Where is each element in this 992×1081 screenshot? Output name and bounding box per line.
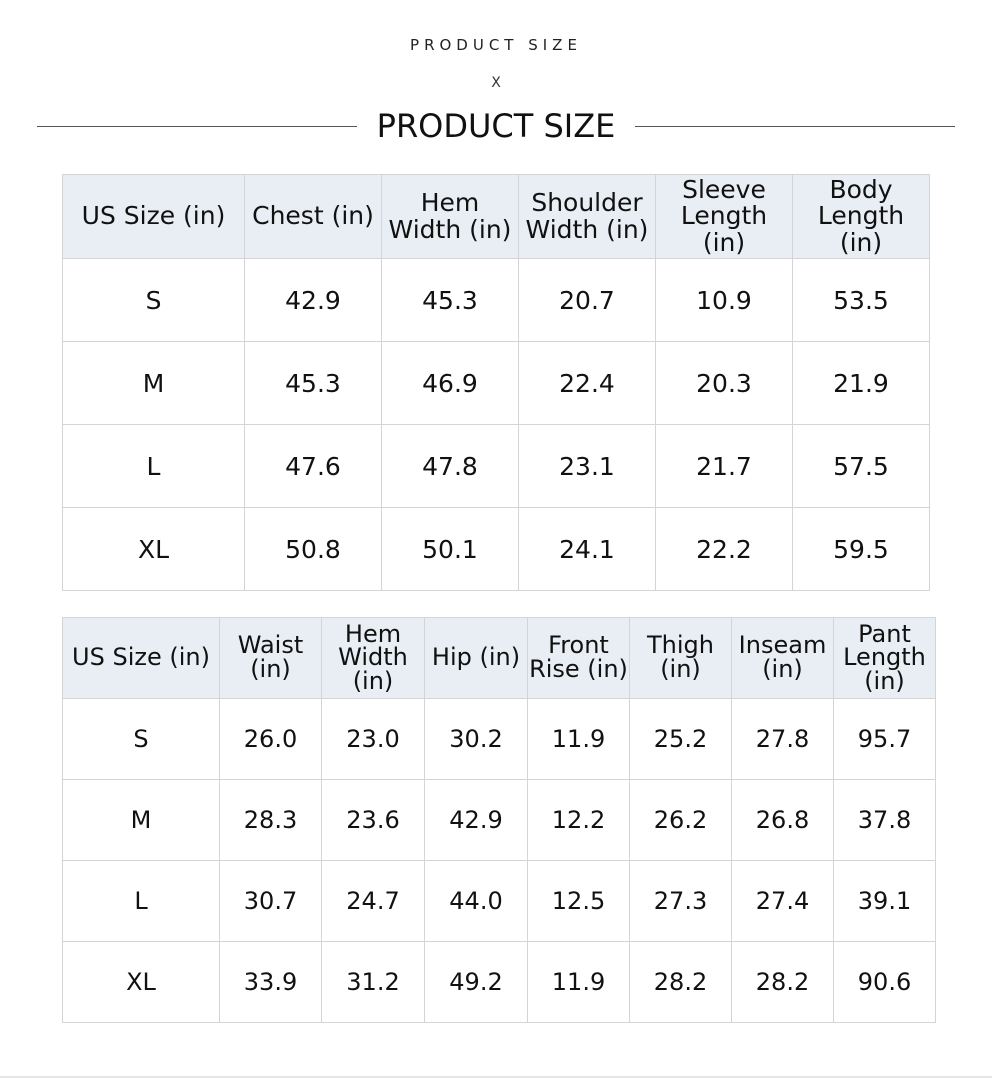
title-rule-left — [37, 125, 357, 127]
table-cell: M — [62, 779, 220, 861]
column-header: Inseam (in) — [731, 617, 834, 699]
table-cell: 31.2 — [321, 941, 425, 1023]
table-cell: 20.3 — [655, 341, 793, 425]
table-cell: 28.3 — [219, 779, 322, 861]
table-header-row: US Size (in) Waist (in) Hem Width (in) H… — [62, 617, 936, 699]
table-cell: 27.3 — [629, 860, 732, 942]
table-cell: 11.9 — [527, 698, 630, 780]
table-cell: 47.6 — [244, 424, 382, 508]
column-header: Shoulder Width (in) — [518, 174, 656, 259]
table-row: XL 50.8 50.1 24.1 22.2 59.5 — [62, 507, 930, 591]
column-header: Body Length (in) — [792, 174, 930, 259]
header-cross-mark: X — [491, 75, 501, 91]
table-cell: 26.0 — [219, 698, 322, 780]
column-header: Sleeve Length (in) — [655, 174, 793, 259]
table-row: S 26.0 23.0 30.2 11.9 25.2 27.8 95.7 — [62, 698, 936, 780]
table-cell: 28.2 — [629, 941, 732, 1023]
table-row: L 47.6 47.8 23.1 21.7 57.5 — [62, 424, 930, 508]
table-cell: 47.8 — [381, 424, 519, 508]
table-cell: 90.6 — [833, 941, 936, 1023]
table-cell: 25.2 — [629, 698, 732, 780]
table-cell: 50.8 — [244, 507, 382, 591]
table-cell: 26.2 — [629, 779, 732, 861]
table-row: S 42.9 45.3 20.7 10.9 53.5 — [62, 258, 930, 342]
table-cell: 23.6 — [321, 779, 425, 861]
table-cell: 42.9 — [244, 258, 382, 342]
table-cell: 33.9 — [219, 941, 322, 1023]
table-cell: 95.7 — [833, 698, 936, 780]
title-rule-right — [635, 125, 956, 127]
table-cell: 45.3 — [244, 341, 382, 425]
table-cell: M — [62, 341, 245, 425]
column-header: US Size (in) — [62, 174, 245, 259]
page-title: PRODUCT SIZE — [376, 107, 616, 145]
table-cell: 50.1 — [381, 507, 519, 591]
column-header: Front Rise (in) — [527, 617, 630, 699]
table-cell: 27.4 — [731, 860, 834, 942]
table-cell: L — [62, 424, 245, 508]
column-header: Thigh (in) — [629, 617, 732, 699]
table-cell: S — [62, 258, 245, 342]
column-header: Hip (in) — [424, 617, 528, 699]
table-row: XL 33.9 31.2 49.2 11.9 28.2 28.2 90.6 — [62, 941, 936, 1023]
table-row: L 30.7 24.7 44.0 12.5 27.3 27.4 39.1 — [62, 860, 936, 942]
table-row: M 28.3 23.6 42.9 12.2 26.2 26.8 37.8 — [62, 779, 936, 861]
table-cell: 22.4 — [518, 341, 656, 425]
column-header: Hem Width (in) — [381, 174, 519, 259]
table-cell: 10.9 — [655, 258, 793, 342]
table-row: M 45.3 46.9 22.4 20.3 21.9 — [62, 341, 930, 425]
table-cell: 23.1 — [518, 424, 656, 508]
top-size-table: US Size (in) Chest (in) Hem Width (in) S… — [62, 174, 930, 591]
table-cell: S — [62, 698, 220, 780]
table-cell: 24.1 — [518, 507, 656, 591]
table-cell: L — [62, 860, 220, 942]
column-header: Pant Length (in) — [833, 617, 936, 699]
table-cell: 11.9 — [527, 941, 630, 1023]
table-cell: 12.5 — [527, 860, 630, 942]
table-cell: 45.3 — [381, 258, 519, 342]
header-kicker: PRODUCT SIZE — [410, 36, 582, 54]
column-header: Hem Width (in) — [321, 617, 425, 699]
table-cell: XL — [62, 507, 245, 591]
table-cell: 28.2 — [731, 941, 834, 1023]
table-cell: 21.9 — [792, 341, 930, 425]
table-cell: 21.7 — [655, 424, 793, 508]
table-cell: 22.2 — [655, 507, 793, 591]
table-cell: 59.5 — [792, 507, 930, 591]
table-cell: XL — [62, 941, 220, 1023]
table-cell: 46.9 — [381, 341, 519, 425]
table-cell: 30.7 — [219, 860, 322, 942]
table-cell: 37.8 — [833, 779, 936, 861]
bottom-divider — [0, 1076, 992, 1078]
table-cell: 57.5 — [792, 424, 930, 508]
table-cell: 39.1 — [833, 860, 936, 942]
table-cell: 12.2 — [527, 779, 630, 861]
table-cell: 44.0 — [424, 860, 528, 942]
table-cell: 53.5 — [792, 258, 930, 342]
table-cell: 20.7 — [518, 258, 656, 342]
column-header: Waist (in) — [219, 617, 322, 699]
column-header: US Size (in) — [62, 617, 220, 699]
table-cell: 24.7 — [321, 860, 425, 942]
column-header: Chest (in) — [244, 174, 382, 259]
bottom-size-table: US Size (in) Waist (in) Hem Width (in) H… — [62, 617, 936, 1023]
table-cell: 26.8 — [731, 779, 834, 861]
table-cell: 23.0 — [321, 698, 425, 780]
table-cell: 49.2 — [424, 941, 528, 1023]
table-cell: 42.9 — [424, 779, 528, 861]
table-cell: 27.8 — [731, 698, 834, 780]
title-row: PRODUCT SIZE — [37, 104, 956, 148]
table-header-row: US Size (in) Chest (in) Hem Width (in) S… — [62, 174, 930, 259]
table-cell: 30.2 — [424, 698, 528, 780]
